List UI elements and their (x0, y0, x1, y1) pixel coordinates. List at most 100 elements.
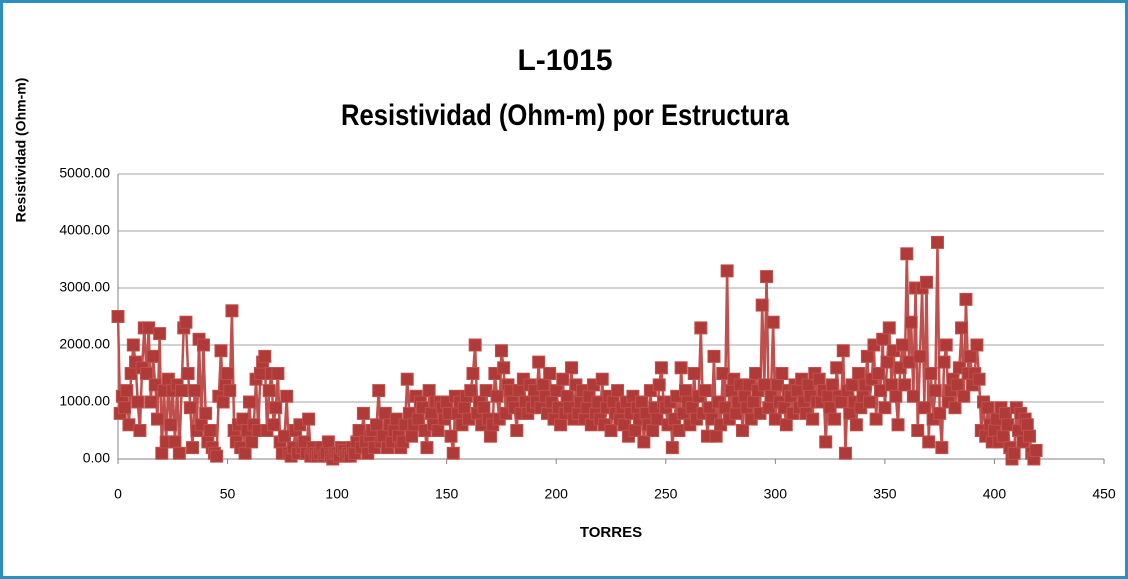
point-marker (716, 367, 730, 380)
point-marker (356, 406, 370, 420)
point-marker (185, 441, 199, 455)
point-marker (370, 418, 384, 432)
point-marker (271, 367, 285, 380)
point-marker (845, 378, 859, 392)
point-marker (420, 441, 434, 455)
x-tick-label: 400 (983, 486, 1007, 502)
point-marker (216, 395, 230, 409)
point-marker (477, 401, 491, 415)
point-marker (869, 412, 883, 426)
point-marker (131, 395, 145, 409)
x-tick-label: 200 (545, 486, 569, 502)
point-marker (874, 384, 888, 398)
point-marker (812, 372, 826, 386)
point-marker (139, 367, 153, 380)
point-marker (902, 355, 916, 369)
point-marker (181, 367, 195, 380)
point-marker (646, 424, 660, 437)
point-marker (628, 424, 642, 437)
point-marker (882, 321, 896, 335)
point-marker (267, 418, 281, 432)
point-marker (838, 446, 852, 460)
point-marker (948, 401, 962, 415)
point-marker (757, 378, 771, 392)
point-marker (970, 338, 984, 352)
point-marker (981, 401, 995, 415)
point-marker (972, 372, 986, 386)
point-marker (843, 406, 857, 420)
point-marker (278, 429, 292, 443)
point-marker (236, 412, 250, 426)
point-marker (963, 349, 977, 363)
point-marker (694, 321, 708, 335)
point-marker (431, 424, 445, 437)
point-marker (790, 384, 804, 398)
point-marker (172, 446, 186, 460)
point-marker (549, 384, 563, 398)
point-marker (1020, 418, 1034, 432)
point-marker (253, 367, 267, 380)
x-tick-label: 150 (435, 486, 459, 502)
point-marker (617, 418, 631, 432)
point-marker (904, 315, 918, 329)
y-tick-label: 2000.00 (59, 336, 110, 352)
point-marker (674, 361, 688, 375)
point-marker (635, 395, 649, 409)
point-marker (863, 395, 877, 409)
point-marker (827, 412, 841, 426)
point-marker (179, 315, 193, 329)
point-marker (164, 418, 178, 432)
point-marker (262, 384, 276, 398)
point-marker (746, 395, 760, 409)
point-marker (242, 395, 256, 409)
point-marker (801, 378, 815, 392)
point-marker (898, 378, 912, 392)
point-marker (891, 418, 905, 432)
point-marker (238, 446, 252, 460)
point-marker (199, 406, 213, 420)
point-marker (880, 355, 894, 369)
point-marker (118, 401, 132, 415)
point-marker (196, 338, 210, 352)
point-marker (183, 401, 197, 415)
point-marker (933, 406, 947, 420)
point-marker (959, 292, 973, 306)
point-marker (937, 355, 951, 369)
x-tick-label: 0 (114, 486, 122, 502)
point-marker (111, 310, 125, 323)
point-marker (554, 418, 568, 432)
point-marker (895, 338, 909, 352)
point-marker (650, 412, 664, 426)
point-marker (611, 384, 625, 398)
point-marker (687, 367, 701, 380)
point-marker (860, 349, 874, 363)
point-marker (920, 275, 934, 289)
point-marker (155, 446, 169, 460)
point-marker (510, 424, 524, 437)
point-marker (878, 401, 892, 415)
point-marker (672, 424, 686, 437)
point-marker (652, 378, 666, 392)
point-marker (678, 384, 692, 398)
point-marker (372, 384, 386, 398)
point-marker (957, 389, 971, 403)
y-axis-label: Resistividad (Ohm-m) (13, 78, 29, 223)
point-marker (1023, 429, 1037, 443)
point-marker (836, 344, 850, 358)
point-marker (400, 372, 414, 386)
point-marker (852, 367, 866, 380)
point-marker (595, 372, 609, 386)
y-tick-label: 5000.00 (59, 165, 110, 181)
point-marker (280, 389, 294, 403)
point-marker (352, 424, 366, 437)
point-marker (939, 338, 953, 352)
point-marker (935, 441, 949, 455)
point-marker (483, 429, 497, 443)
point-marker (424, 406, 438, 420)
point-marker (749, 367, 763, 380)
point-marker (1029, 443, 1043, 457)
point-marker (729, 406, 743, 420)
point-marker (464, 384, 478, 398)
point-marker (720, 264, 734, 278)
point-marker (906, 389, 920, 403)
